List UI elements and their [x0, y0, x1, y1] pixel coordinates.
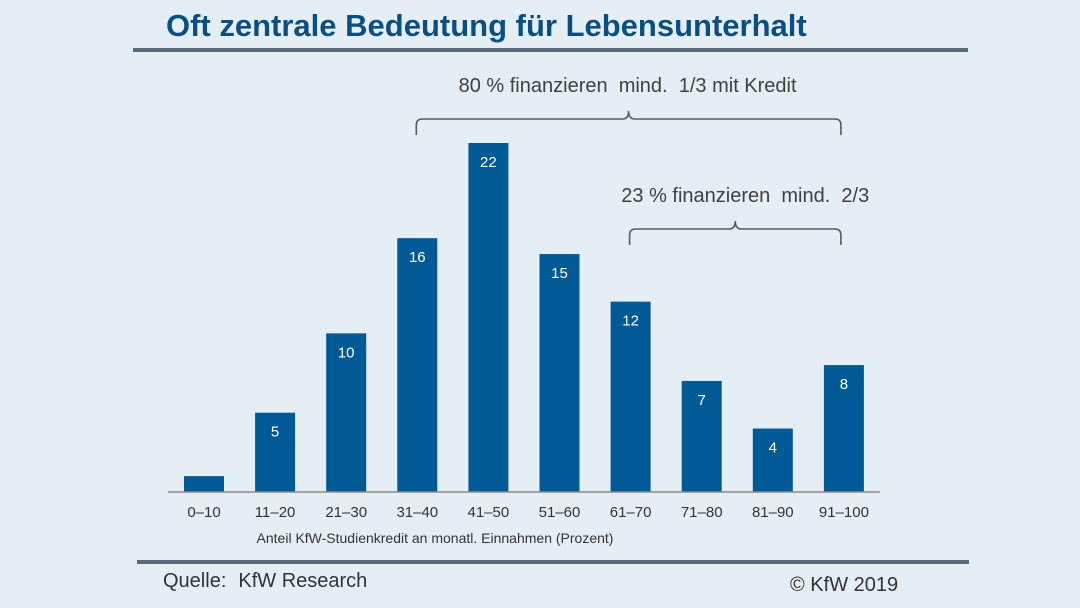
x-axis-title: Anteil KfW-Studienkredit an monatl. Einn…: [257, 530, 614, 546]
annotation-text-1: 80 % finanzieren mind. 1/3 mit Kredit: [459, 75, 797, 97]
bar-9: [752, 428, 793, 492]
source-label: Quelle:: [163, 570, 227, 592]
source-value: KfW Research: [238, 570, 368, 592]
bar-value-label: 16: [409, 249, 426, 266]
bar-10: [823, 365, 864, 492]
bar-2: [255, 412, 296, 492]
bar-8: [681, 380, 722, 492]
x-tick-label: 0–10: [187, 504, 220, 521]
title-divider: [133, 48, 968, 52]
bars-layer: 5 10 16 22 15 12 7 4 8: [184, 143, 864, 492]
bar-value-label: 8: [840, 376, 848, 393]
x-tick-label: 41–50: [468, 504, 510, 521]
page-title: Oft zentrale Bedeutung für Lebensunterha…: [166, 8, 807, 43]
x-tick-label: 21–30: [325, 504, 367, 521]
bar-value-label: 7: [698, 392, 706, 409]
bar-7: [610, 301, 651, 492]
x-tick-label: 61–70: [610, 504, 652, 521]
bar-5: [468, 143, 509, 492]
bar-6: [539, 254, 580, 492]
annotation-brace-2: [628, 220, 842, 245]
annotation-brace-1: [415, 110, 842, 135]
annotation-text-2: 23 % finanzieren mind. 2/3: [621, 185, 869, 207]
bar-value-label: 22: [480, 154, 497, 171]
bar-value-label: 12: [622, 313, 639, 330]
bar-4: [397, 238, 438, 492]
bar-value-label: 4: [769, 440, 777, 457]
annotations-layer: 80 % finanzieren mind. 1/3 mit Kredit 23 …: [415, 75, 869, 245]
x-tick-label: 81–90: [752, 504, 794, 521]
x-tick-label: 51–60: [539, 504, 581, 521]
copyright-note: © KfW 2019: [790, 574, 899, 596]
bar-1: [184, 476, 224, 492]
x-tick-label: 31–40: [396, 504, 438, 521]
x-tick-label: 71–80: [681, 504, 723, 521]
footer-divider: [137, 560, 969, 564]
bar-chart: 5 10 16 22 15 12 7 4 8 0–10 11–20 21–30 31–40 41–50 5…: [168, 75, 880, 546]
bar-value-label: 5: [271, 424, 279, 441]
bar-value-label: 15: [551, 265, 568, 282]
bar-value-label: 10: [338, 344, 355, 361]
bar-3: [326, 333, 367, 492]
source-note: Quelle: KfW Research: [163, 570, 367, 593]
x-tick-label: 11–20: [255, 504, 296, 521]
x-tick-label: 91–100: [819, 504, 869, 521]
tick-labels-layer: 0–10 11–20 21–30 31–40 41–50 51–60 61–70 71–80 8…: [187, 504, 869, 521]
